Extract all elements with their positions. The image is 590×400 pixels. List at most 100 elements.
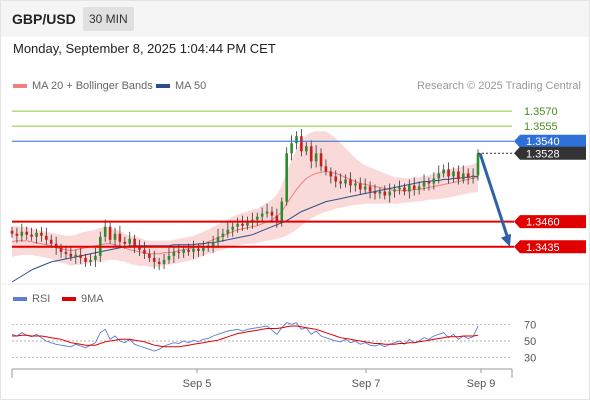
candle-body bbox=[471, 175, 475, 178]
legend-ma50: MA 50 bbox=[156, 80, 206, 92]
candle-body bbox=[108, 226, 112, 240]
candle-body bbox=[280, 201, 284, 222]
candle-body bbox=[192, 248, 195, 252]
bollinger-band bbox=[12, 131, 478, 267]
candle-body bbox=[373, 191, 377, 194]
header-bar: GBP/USD 30 MIN bbox=[1, 1, 589, 37]
legend-9ma-label: 9MA bbox=[81, 293, 104, 305]
level-label: 1.3555 bbox=[524, 121, 558, 133]
candle-body bbox=[461, 173, 465, 180]
level-tag-label: 1.3540 bbox=[526, 136, 560, 148]
level-tag-label: 1.3528 bbox=[526, 148, 560, 160]
candle-body bbox=[162, 259, 166, 264]
candle-body bbox=[319, 153, 323, 167]
candle-body bbox=[113, 233, 117, 240]
timeframe-button[interactable]: 30 MIN bbox=[83, 7, 134, 31]
level-tag bbox=[514, 215, 586, 229]
candle-body bbox=[177, 251, 181, 253]
candle-body bbox=[89, 259, 92, 262]
candle-body bbox=[363, 186, 367, 190]
candle-body bbox=[393, 189, 396, 192]
candle-body bbox=[74, 254, 78, 257]
rsi-swatch bbox=[13, 297, 27, 302]
candle-body bbox=[300, 136, 303, 152]
candle-body bbox=[20, 231, 24, 236]
credit-text: Research © 2025 Trading Central bbox=[416, 80, 581, 92]
candle-body bbox=[290, 143, 293, 154]
candle-body bbox=[354, 183, 357, 186]
candle-body bbox=[79, 254, 82, 258]
rsi-ma9-line bbox=[12, 325, 479, 348]
ma20-swatch bbox=[13, 84, 27, 89]
candle-body bbox=[182, 249, 185, 253]
candle-body bbox=[123, 241, 127, 244]
candle-body bbox=[118, 233, 122, 242]
candle-body bbox=[285, 153, 288, 202]
candle-body bbox=[54, 243, 58, 248]
candle-body bbox=[226, 229, 230, 234]
legend-9ma: 9MA bbox=[62, 293, 104, 305]
candle-body bbox=[265, 211, 269, 214]
level-tag bbox=[514, 134, 586, 148]
candle-body bbox=[69, 253, 73, 257]
candle-body bbox=[143, 249, 146, 254]
candle-body bbox=[59, 247, 63, 252]
candle-body bbox=[251, 219, 254, 222]
candle-body bbox=[211, 241, 215, 246]
candle-body bbox=[103, 226, 107, 237]
candle-body bbox=[197, 248, 200, 251]
candle-body bbox=[10, 230, 14, 234]
candle-body bbox=[167, 255, 171, 260]
candle-body bbox=[236, 223, 239, 227]
candle-body bbox=[432, 178, 436, 184]
legend-ma20-bollinger: MA 20 + Bollinger Bands bbox=[13, 80, 153, 92]
candle-body bbox=[133, 238, 136, 246]
level-label: 1.3570 bbox=[524, 106, 558, 118]
candle-body bbox=[368, 186, 372, 192]
legend-rsi: RSI bbox=[13, 293, 50, 305]
candle-body bbox=[84, 257, 87, 262]
candle-body bbox=[202, 247, 205, 251]
candle-body bbox=[25, 231, 29, 235]
candle-body bbox=[270, 211, 274, 216]
level-tag bbox=[514, 240, 586, 254]
x-tick-label: Sep 7 bbox=[352, 378, 381, 390]
candle-body bbox=[378, 191, 382, 194]
x-tick-label: Sep 9 bbox=[467, 378, 496, 390]
candle-body bbox=[442, 169, 445, 174]
candle-body bbox=[128, 238, 132, 244]
candle-body bbox=[447, 169, 450, 177]
candle-body bbox=[187, 249, 190, 252]
legend-ma20-label: MA 20 + Bollinger Bands bbox=[32, 80, 153, 92]
candle-body bbox=[437, 173, 441, 179]
candle-body bbox=[314, 153, 318, 162]
candle-body bbox=[216, 236, 220, 242]
candle-body bbox=[358, 183, 362, 190]
candle-body bbox=[152, 257, 156, 262]
candle-body bbox=[403, 187, 406, 192]
rsi-tick-label: 30 bbox=[524, 353, 536, 365]
rsi-line bbox=[11, 322, 479, 352]
candle-body bbox=[15, 233, 19, 236]
candle-body bbox=[476, 153, 480, 176]
candle-body bbox=[221, 233, 225, 237]
candle-body bbox=[172, 251, 176, 256]
candle-body bbox=[422, 181, 426, 187]
candle-body bbox=[40, 232, 43, 236]
candle-body bbox=[49, 239, 53, 244]
candle-body bbox=[412, 185, 416, 190]
candle-body bbox=[339, 181, 342, 184]
ma50-line bbox=[11, 175, 478, 283]
candle-body bbox=[148, 253, 151, 258]
candle-body bbox=[349, 179, 352, 186]
candle-body bbox=[260, 213, 264, 217]
candle-body bbox=[305, 146, 308, 152]
candle-body bbox=[329, 171, 333, 177]
candle-body bbox=[246, 221, 249, 226]
rsi-tick-label: 50 bbox=[524, 336, 536, 348]
instrument-title: GBP/USD bbox=[12, 11, 76, 27]
candle-body bbox=[324, 166, 328, 172]
candle-body bbox=[383, 191, 387, 196]
candle-body bbox=[388, 191, 392, 196]
